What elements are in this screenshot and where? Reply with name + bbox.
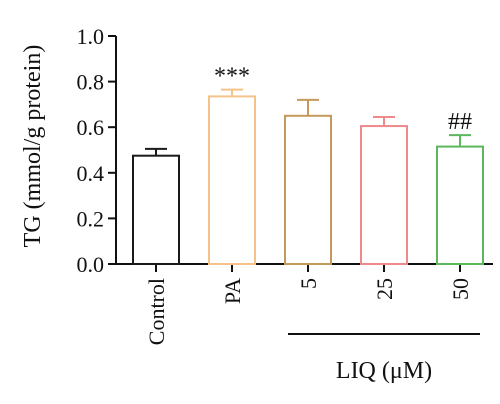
y-tick-label: 0.0 xyxy=(77,252,105,277)
x-tick-label: 25 xyxy=(372,278,397,300)
x-axis xyxy=(116,263,493,272)
significance-annotations: *** ## xyxy=(214,64,472,136)
y-axis-title: TG (mmol/g protein) xyxy=(20,45,46,248)
y-axis: 0.0 0.2 0.4 0.6 0.8 1.0 xyxy=(77,24,117,277)
y-tick-label: 1.0 xyxy=(77,24,105,49)
x-tick-label: 50 xyxy=(448,278,473,300)
bar-50 xyxy=(436,145,484,265)
bars xyxy=(132,95,484,265)
x-tick-label: PA xyxy=(220,278,245,304)
group-label: LIQ (μM) xyxy=(336,358,432,384)
y-tick-label: 0.8 xyxy=(77,70,105,95)
error-bars xyxy=(145,88,471,156)
bar-25 xyxy=(360,125,408,265)
y-tick-label: 0.6 xyxy=(77,115,105,140)
significance-mark: *** xyxy=(214,64,250,90)
x-tick-labels: Control PA 5 25 50 xyxy=(144,278,473,345)
y-tick-label: 0.2 xyxy=(77,206,105,231)
bar-pa xyxy=(208,95,256,265)
bar-5 xyxy=(284,114,332,265)
y-tick-label: 0.4 xyxy=(77,161,105,186)
x-tick-label: 5 xyxy=(296,278,321,289)
significance-mark: ## xyxy=(448,109,472,135)
bar-control xyxy=(132,154,180,265)
x-tick-label: Control xyxy=(144,278,169,345)
